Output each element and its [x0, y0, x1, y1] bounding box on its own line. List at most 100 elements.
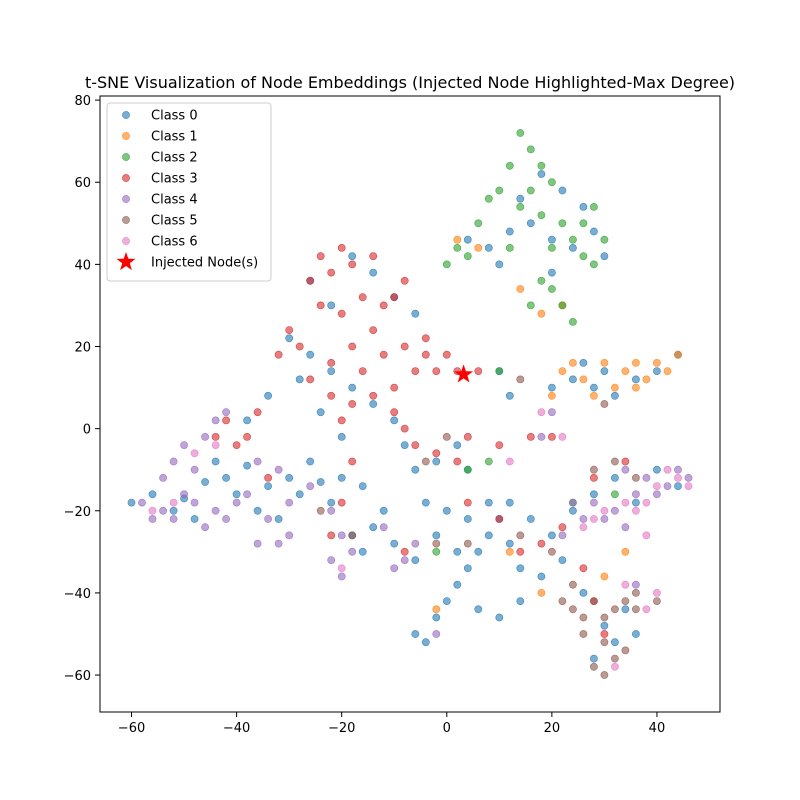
point-class-4 — [211, 416, 220, 425]
point-class-3 — [421, 334, 430, 343]
point-class-5 — [516, 531, 525, 540]
point-class-5 — [579, 613, 588, 622]
point-class-6 — [590, 515, 598, 523]
points-layer — [127, 129, 693, 679]
point-class-3 — [548, 432, 556, 441]
point-class-2 — [548, 178, 556, 187]
legend: Class 0 Class 1 Class 2 Class 3 Class 4 Class… — [106, 102, 272, 282]
point-class-1 — [611, 383, 619, 392]
point-class-6 — [505, 457, 514, 466]
point-class-2 — [537, 211, 546, 219]
point-class-1 — [579, 375, 588, 384]
point-class-6 — [537, 408, 546, 417]
point-class-0 — [274, 515, 283, 523]
point-class-3 — [526, 432, 535, 441]
point-class-3 — [432, 367, 441, 375]
point-class-5 — [632, 473, 640, 482]
point-class-0 — [348, 252, 357, 261]
point-class-0 — [337, 432, 346, 441]
legend-label: Injected Node(s) — [151, 256, 258, 271]
point-class-0 — [348, 383, 357, 392]
point-class-1 — [600, 358, 609, 367]
point-class-0 — [442, 506, 451, 515]
point-class-0 — [463, 235, 472, 244]
point-class-5 — [600, 613, 609, 622]
point-class-0 — [579, 358, 588, 367]
point-class-0 — [495, 613, 504, 622]
point-class-3 — [316, 252, 325, 261]
point-class-2 — [558, 219, 567, 228]
point-class-3 — [295, 342, 304, 351]
point-class-0 — [390, 539, 399, 548]
point-class-3 — [264, 473, 272, 482]
point-class-2 — [537, 276, 546, 285]
point-class-1 — [663, 367, 672, 375]
point-class-0 — [442, 597, 451, 605]
point-class-5 — [442, 432, 451, 441]
point-class-5 — [653, 597, 661, 605]
point-class-0 — [516, 597, 525, 605]
point-class-0 — [369, 523, 378, 532]
y-tick-label: 20 — [74, 341, 91, 356]
point-class-0 — [327, 498, 336, 507]
point-class-0 — [569, 243, 577, 252]
point-class-3 — [495, 441, 504, 449]
point-class-4 — [190, 465, 199, 474]
point-class-3 — [390, 408, 399, 417]
point-class-3 — [306, 276, 315, 285]
point-class-5 — [590, 465, 598, 474]
point-class-3 — [474, 367, 483, 375]
point-class-3 — [222, 416, 230, 425]
point-class-0 — [526, 219, 535, 228]
point-class-0 — [590, 227, 598, 236]
point-class-3 — [579, 564, 588, 573]
point-class-0 — [222, 473, 230, 482]
point-class-4 — [337, 572, 346, 581]
x-tick-label: 0 — [443, 721, 451, 736]
point-class-3 — [274, 350, 283, 359]
point-class-2 — [453, 243, 462, 252]
point-class-0 — [411, 465, 420, 474]
legend-marker — [122, 216, 130, 224]
point-class-0 — [243, 461, 251, 470]
point-class-3 — [432, 449, 441, 458]
point-class-4 — [264, 515, 272, 523]
point-class-2 — [569, 317, 577, 326]
point-class-4 — [253, 539, 262, 548]
point-class-4 — [663, 482, 672, 490]
point-class-0 — [432, 531, 441, 540]
point-class-1 — [558, 367, 567, 375]
point-class-5 — [590, 662, 598, 671]
y-tick-label: 80 — [74, 94, 91, 109]
point-class-0 — [421, 498, 430, 507]
chart-title: t-SNE Visualization of Node Embeddings (… — [85, 73, 735, 92]
point-class-5 — [590, 597, 598, 605]
point-class-0 — [400, 441, 409, 449]
point-class-4 — [201, 432, 209, 441]
point-class-6 — [632, 506, 640, 515]
point-class-0 — [285, 334, 294, 343]
point-class-4 — [611, 506, 619, 515]
point-class-1 — [621, 547, 630, 556]
point-class-0 — [632, 498, 640, 507]
point-class-4 — [253, 457, 262, 466]
point-class-0 — [463, 564, 472, 573]
legend-label: Class 4 — [151, 193, 198, 208]
point-class-2 — [432, 547, 441, 556]
point-class-4 — [411, 539, 420, 548]
point-class-0 — [316, 408, 325, 417]
point-class-0 — [453, 441, 462, 449]
point-class-0 — [369, 268, 378, 277]
point-class-0 — [411, 630, 420, 638]
point-class-5 — [611, 654, 619, 663]
point-class-0 — [253, 506, 262, 515]
point-class-0 — [537, 170, 546, 178]
point-class-1 — [548, 391, 556, 400]
point-class-3 — [253, 408, 262, 417]
point-class-5 — [632, 605, 640, 614]
point-class-0 — [379, 506, 388, 515]
point-class-1 — [621, 367, 630, 375]
point-class-0 — [337, 473, 346, 482]
point-class-4 — [285, 498, 294, 507]
